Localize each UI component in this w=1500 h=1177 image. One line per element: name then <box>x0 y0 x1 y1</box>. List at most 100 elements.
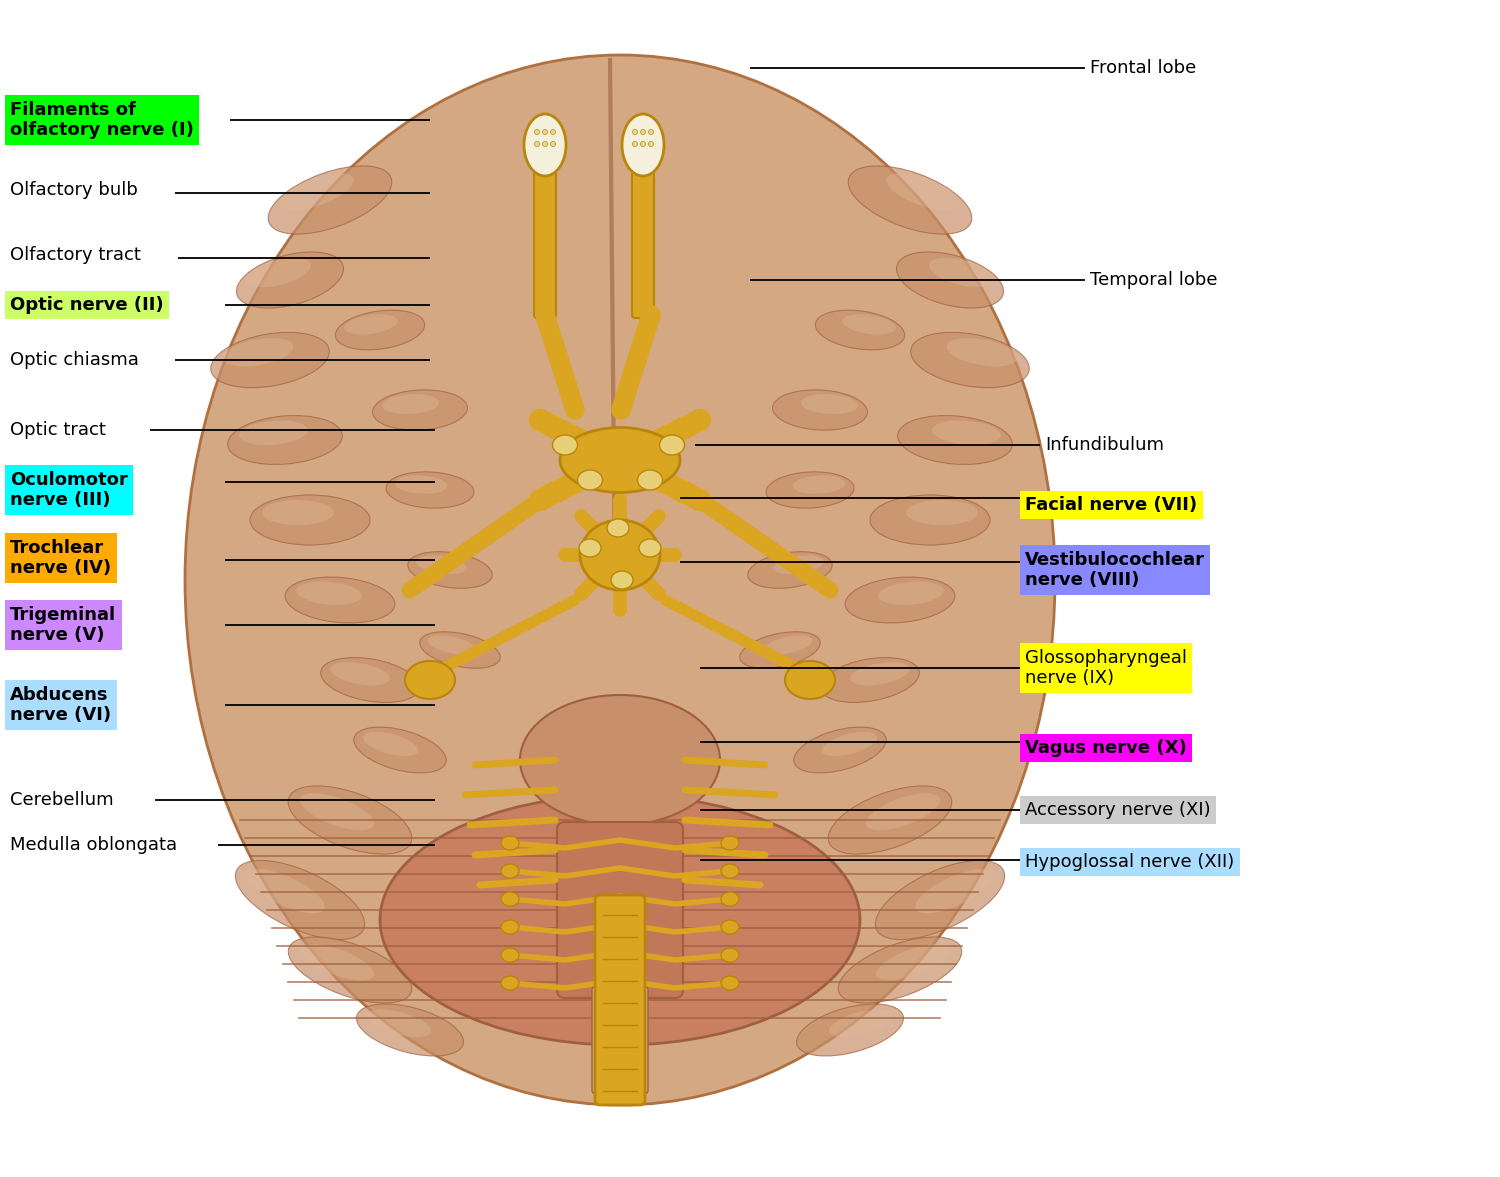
Ellipse shape <box>248 870 324 913</box>
Ellipse shape <box>748 552 833 588</box>
Ellipse shape <box>722 892 740 906</box>
Text: Vestibulocochlear
nerve (VIII): Vestibulocochlear nerve (VIII) <box>1024 551 1204 590</box>
Ellipse shape <box>640 129 645 134</box>
Ellipse shape <box>639 539 662 557</box>
Ellipse shape <box>847 166 972 234</box>
Text: Frontal lobe: Frontal lobe <box>1090 59 1197 77</box>
Ellipse shape <box>633 129 638 134</box>
Ellipse shape <box>622 114 664 177</box>
Text: Oculomotor
nerve (III): Oculomotor nerve (III) <box>10 471 128 510</box>
Text: Olfactory tract: Olfactory tract <box>10 246 141 264</box>
Ellipse shape <box>552 435 578 455</box>
Ellipse shape <box>870 496 990 545</box>
Ellipse shape <box>722 920 740 935</box>
Ellipse shape <box>660 435 684 455</box>
Ellipse shape <box>722 947 740 962</box>
Ellipse shape <box>382 394 439 414</box>
Ellipse shape <box>850 663 909 685</box>
Ellipse shape <box>897 415 1013 465</box>
Ellipse shape <box>844 577 956 623</box>
Ellipse shape <box>560 427 680 492</box>
Ellipse shape <box>344 314 398 334</box>
Ellipse shape <box>886 173 960 211</box>
Ellipse shape <box>608 519 628 537</box>
Text: Glossopharyngeal
nerve (IX): Glossopharyngeal nerve (IX) <box>1024 649 1186 687</box>
Ellipse shape <box>830 1010 892 1037</box>
Ellipse shape <box>792 476 844 493</box>
Ellipse shape <box>408 552 492 588</box>
Ellipse shape <box>280 173 354 211</box>
Text: Optic tract: Optic tract <box>10 421 106 439</box>
Ellipse shape <box>501 892 519 906</box>
Ellipse shape <box>501 920 519 935</box>
Ellipse shape <box>296 581 362 605</box>
Ellipse shape <box>288 937 411 1003</box>
Ellipse shape <box>842 314 896 334</box>
Ellipse shape <box>794 727 886 773</box>
Ellipse shape <box>520 694 720 825</box>
Ellipse shape <box>288 786 412 855</box>
Ellipse shape <box>543 141 548 146</box>
Ellipse shape <box>210 332 330 387</box>
Ellipse shape <box>801 394 858 414</box>
Ellipse shape <box>821 658 920 703</box>
Ellipse shape <box>822 732 878 756</box>
Ellipse shape <box>363 732 419 756</box>
Ellipse shape <box>648 141 654 146</box>
Ellipse shape <box>633 141 638 146</box>
Ellipse shape <box>228 415 342 465</box>
Text: Optic nerve (II): Optic nerve (II) <box>10 295 164 314</box>
Ellipse shape <box>237 252 344 308</box>
Ellipse shape <box>354 727 446 773</box>
Ellipse shape <box>372 390 468 430</box>
Ellipse shape <box>764 636 813 654</box>
Ellipse shape <box>251 496 370 545</box>
Ellipse shape <box>946 338 1017 366</box>
Text: Cerebellum: Cerebellum <box>10 791 114 809</box>
Ellipse shape <box>897 252 1004 308</box>
Ellipse shape <box>772 390 867 430</box>
Ellipse shape <box>300 793 374 830</box>
Ellipse shape <box>285 577 394 623</box>
FancyBboxPatch shape <box>596 895 645 1105</box>
Ellipse shape <box>501 864 519 878</box>
Ellipse shape <box>878 581 944 605</box>
Ellipse shape <box>876 944 950 980</box>
Ellipse shape <box>405 661 454 699</box>
Ellipse shape <box>427 636 476 654</box>
Ellipse shape <box>368 1010 430 1037</box>
Ellipse shape <box>501 976 519 990</box>
Text: Temporal lobe: Temporal lobe <box>1090 271 1218 290</box>
FancyBboxPatch shape <box>632 172 654 318</box>
Ellipse shape <box>534 129 540 134</box>
Ellipse shape <box>357 1004 464 1056</box>
Ellipse shape <box>796 1004 903 1056</box>
Ellipse shape <box>784 661 836 699</box>
Ellipse shape <box>928 258 993 287</box>
Ellipse shape <box>380 794 860 1045</box>
Text: Trochlear
nerve (IV): Trochlear nerve (IV) <box>10 539 111 578</box>
Ellipse shape <box>722 976 740 990</box>
Ellipse shape <box>772 556 824 574</box>
Ellipse shape <box>501 836 519 850</box>
Ellipse shape <box>394 476 447 493</box>
Ellipse shape <box>865 793 940 830</box>
Ellipse shape <box>932 420 1000 445</box>
Ellipse shape <box>816 311 904 350</box>
Ellipse shape <box>828 786 952 855</box>
Ellipse shape <box>648 129 654 134</box>
Ellipse shape <box>184 55 1054 1105</box>
Ellipse shape <box>543 129 548 134</box>
Ellipse shape <box>330 663 390 685</box>
Ellipse shape <box>238 420 308 445</box>
FancyBboxPatch shape <box>556 822 682 998</box>
Ellipse shape <box>268 166 392 234</box>
Ellipse shape <box>386 472 474 508</box>
Text: Hypoglossal nerve (XII): Hypoglossal nerve (XII) <box>1024 853 1234 871</box>
Text: Abducens
nerve (VI): Abducens nerve (VI) <box>10 685 111 724</box>
Ellipse shape <box>722 864 740 878</box>
FancyBboxPatch shape <box>592 986 648 1093</box>
Ellipse shape <box>321 658 420 703</box>
Ellipse shape <box>906 500 978 525</box>
Ellipse shape <box>262 500 334 525</box>
